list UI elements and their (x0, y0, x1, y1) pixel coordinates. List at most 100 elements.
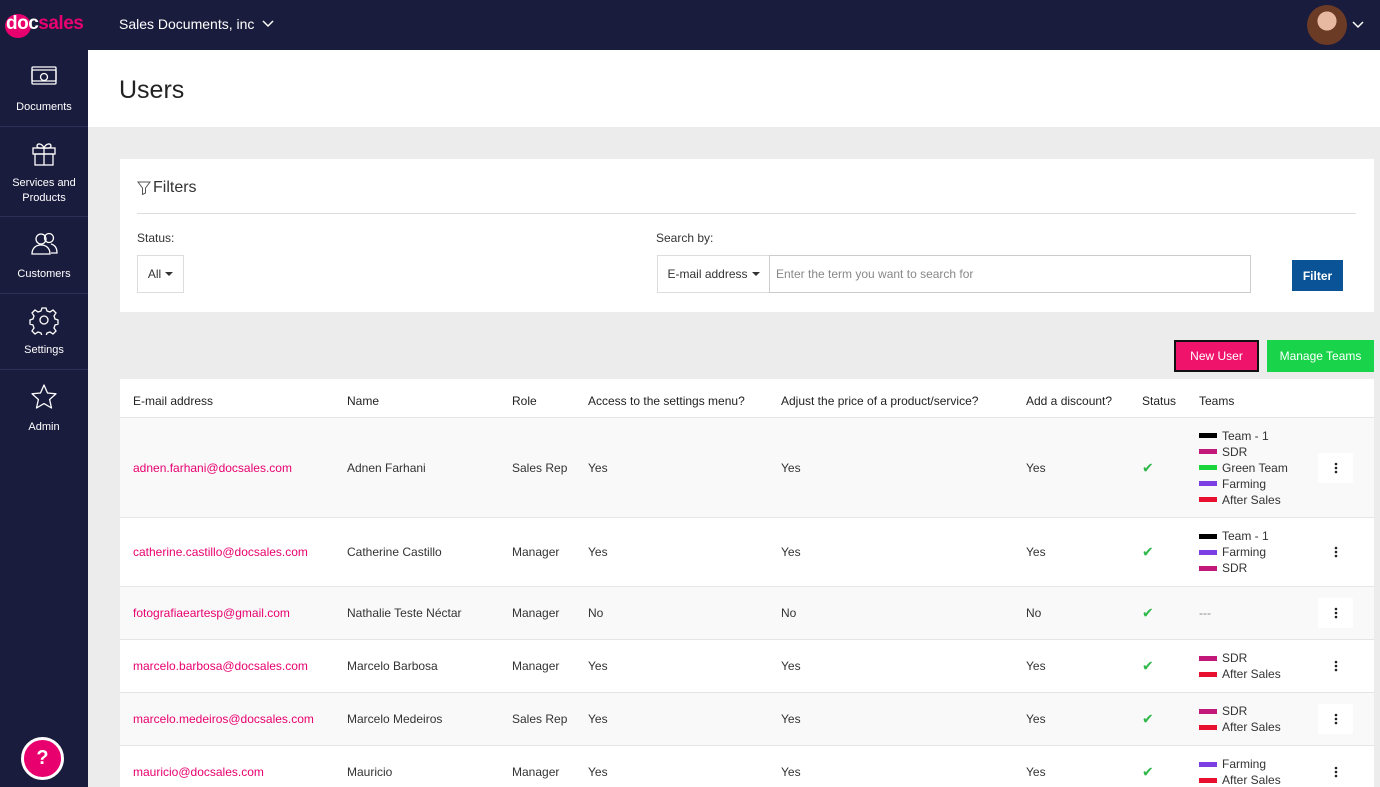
team-list: SDR After Sales (1199, 704, 1281, 734)
user-role: Manager (512, 545, 560, 559)
user-name: Adnen Farhani (347, 460, 426, 475)
table-header: E-mail address Name Role Access to the s… (120, 379, 1374, 418)
chevron-down-icon (262, 20, 274, 28)
row-actions-button[interactable] (1318, 651, 1353, 681)
settings-access-value: Yes (588, 460, 608, 475)
company-switcher[interactable]: Sales Documents, inc (119, 16, 274, 32)
more-vertical-icon (1334, 660, 1337, 672)
status-active-check-icon: ✔ (1142, 459, 1154, 475)
avatar[interactable] (1307, 5, 1347, 45)
more-vertical-icon (1334, 546, 1337, 558)
column-header-teams[interactable]: Teams (1199, 394, 1235, 408)
sidebar-item-settings[interactable]: Settings (0, 294, 88, 370)
sidebar-item-customers[interactable]: Customers (0, 217, 88, 294)
status-select[interactable]: All (137, 255, 184, 293)
logo-doc: doc (4, 13, 39, 38)
team-color-swatch (1199, 777, 1217, 783)
row-actions-button[interactable] (1318, 757, 1353, 787)
status-active-check-icon: ✔ (1142, 604, 1154, 621)
users-table: E-mail address Name Role Access to the s… (120, 379, 1374, 787)
team-name: SDR (1222, 561, 1248, 575)
column-header-adjust-price[interactable]: Adjust the price of a product/service? (781, 394, 979, 408)
team-color-swatch (1199, 549, 1217, 555)
email-link[interactable]: catherine.castillo@docsales.com (133, 545, 308, 559)
table-row[interactable]: marcelo.medeiros@docsales.com Marcelo Med… (120, 693, 1374, 746)
team-name: SDR (1222, 651, 1248, 665)
team-name: Green Team (1222, 460, 1288, 475)
team-name: SDR (1222, 704, 1248, 718)
table-row[interactable]: fotografiaeartesp@gmail.com Nathalie Test… (120, 587, 1374, 640)
discount-value: No (1026, 606, 1042, 620)
team-list: Farming After Sales (1199, 757, 1281, 787)
settings-access-value: Yes (588, 545, 608, 559)
sidebar-item-documents[interactable]: Documents (0, 50, 88, 127)
team-color-swatch (1199, 565, 1217, 571)
logo-sales-text: sales (38, 13, 84, 34)
team-color-swatch (1199, 433, 1217, 438)
logo-doc-text: doc (6, 13, 39, 34)
gift-icon (32, 142, 56, 166)
adjust-price-value: No (781, 606, 797, 620)
email-link[interactable]: marcelo.medeiros@docsales.com (133, 712, 314, 726)
table-row[interactable]: adnen.farhani@docsales.com Adnen Farhani S… (120, 418, 1374, 518)
email-link[interactable]: mauricio@docsales.com (133, 765, 264, 779)
team-list: Team - 1 Farming SDR (1199, 529, 1269, 575)
column-header-settings-access[interactable]: Access to the settings menu? (588, 394, 745, 408)
table-body: adnen.farhani@docsales.com Adnen Farhani S… (120, 418, 1374, 787)
user-name: Marcelo Medeiros (347, 712, 443, 726)
search-input[interactable] (769, 255, 1251, 293)
team-name: After Sales (1222, 720, 1281, 734)
discount-value: Yes (1026, 545, 1046, 559)
user-name: Marcelo Barbosa (347, 659, 438, 673)
manage-teams-button[interactable]: Manage Teams (1267, 340, 1374, 372)
team-name: After Sales (1222, 667, 1281, 681)
docsales-logo[interactable]: doc sales (4, 10, 84, 38)
new-user-button[interactable]: New User (1174, 340, 1259, 372)
user-role: Manager (512, 765, 560, 779)
column-header-name[interactable]: Name (347, 394, 380, 408)
adjust-price-value: Yes (781, 659, 801, 673)
team-color-swatch (1199, 497, 1217, 502)
chevron-down-icon[interactable] (1352, 21, 1364, 29)
table-row[interactable]: mauricio@docsales.com Mauricio Manager Yes Y… (120, 746, 1374, 787)
page-title: Users (119, 76, 185, 104)
help-button[interactable]: ? (21, 737, 64, 780)
status-label: Status: (137, 231, 175, 245)
settings-access-value: Yes (588, 659, 608, 673)
table-row[interactable]: catherine.castillo@docsales.com Catherine… (120, 518, 1374, 587)
user-role: Manager (512, 606, 560, 620)
email-link[interactable]: marcelo.barbosa@docsales.com (133, 659, 308, 673)
row-actions-button[interactable] (1318, 704, 1353, 734)
team-color-swatch (1199, 724, 1217, 730)
search-by-select[interactable]: E-mail address (657, 255, 770, 293)
row-actions-button[interactable] (1318, 452, 1353, 483)
team-list: SDR After Sales (1199, 651, 1281, 681)
row-actions-button[interactable] (1318, 537, 1353, 567)
table-row[interactable]: marcelo.barbosa@docsales.com Marcelo Barb… (120, 640, 1374, 693)
column-header-discount[interactable]: Add a discount? (1026, 394, 1113, 408)
filters-panel: Filters Status: All Search by: E-mail ad… (120, 159, 1374, 312)
sidebar-item-admin[interactable]: Admin (0, 370, 88, 447)
email-link[interactable]: fotografiaeartesp@gmail.com (133, 606, 290, 620)
filter-button[interactable]: Filter (1292, 260, 1343, 291)
sidebar-item-services-products[interactable]: Services and Products (0, 127, 88, 217)
column-header-status[interactable]: Status (1142, 394, 1177, 408)
more-vertical-icon (1334, 607, 1337, 619)
column-header-role[interactable]: Role (512, 394, 537, 408)
column-header-email[interactable]: E-mail address (133, 394, 214, 408)
team-tag: After Sales (1199, 493, 1288, 507)
sidebar-item-label: Admin (28, 421, 60, 433)
filters-title: Filters (153, 179, 197, 196)
team-name: After Sales (1222, 492, 1281, 507)
team-list: Team - 1 SDR Green Team Farming After Sales (1199, 429, 1288, 507)
team-name: Farming (1222, 757, 1267, 771)
user-name: Mauricio (347, 765, 393, 779)
team-tag: Farming (1199, 757, 1281, 771)
settings-access-value: No (588, 606, 604, 620)
discount-value: Yes (1026, 460, 1046, 475)
email-link[interactable]: adnen.farhani@docsales.com (133, 460, 292, 475)
team-tag: After Sales (1199, 720, 1281, 734)
caret-down-icon (165, 272, 174, 276)
row-actions-button[interactable] (1318, 598, 1353, 628)
more-vertical-icon (1334, 713, 1337, 725)
